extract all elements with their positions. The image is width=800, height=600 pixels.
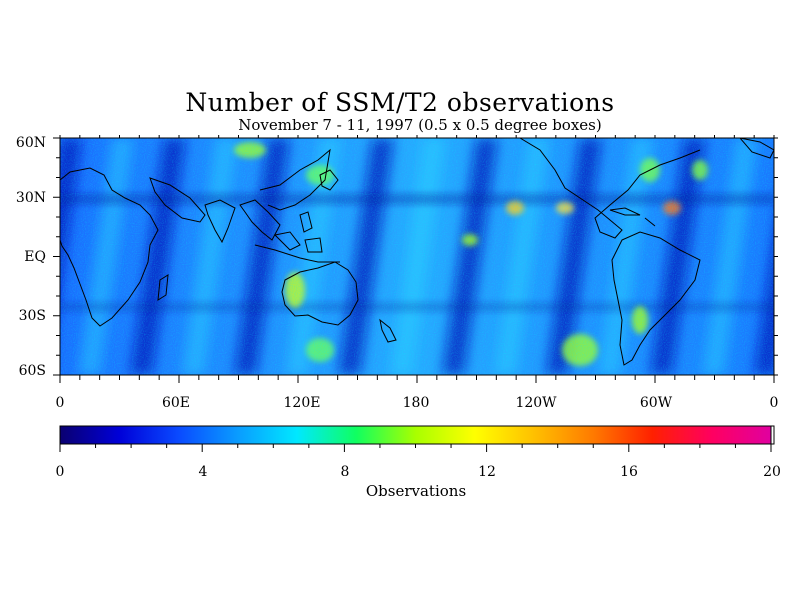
colorbar-title: Observations: [365, 482, 467, 500]
map-subtitle: November 7 - 11, 1997 (0.5 x 0.5 degree …: [238, 116, 602, 134]
lon-label-0-east: 0: [769, 395, 779, 411]
se-asia-coastline: [239, 199, 281, 241]
lon-label-0: 0: [55, 395, 65, 411]
colorbar-tick-0: 0: [55, 464, 65, 480]
antilles-coastline: [644, 217, 656, 227]
colorbar-frame: [59, 425, 775, 445]
lat-label-60n: 60N: [15, 135, 46, 151]
lat-label-30s: 30S: [18, 308, 46, 324]
observation-field: [0, 138, 774, 375]
north-america-coastline: [519, 138, 701, 239]
japan-coastline: [319, 169, 339, 191]
china-coastline: [259, 148, 331, 211]
australia-coastline: [281, 261, 359, 326]
speckle-noise: [60, 138, 774, 375]
colorbar: [60, 426, 771, 444]
south-america-coastline: [611, 231, 701, 366]
lat-label-60s: 60S: [18, 363, 46, 379]
axis-ticks: [53, 135, 778, 383]
map-title: Number of SSM/T2 observations: [185, 88, 615, 117]
bright-swath: [0, 138, 30, 375]
colorbar-tick-20: 20: [763, 464, 781, 480]
coastlines: [60, 138, 774, 366]
indonesia-coastline: [254, 231, 340, 263]
colorbar-tick-4: 4: [198, 464, 208, 480]
lon-label-120w: 120W: [515, 395, 557, 411]
new-zealand-coastline: [379, 318, 397, 343]
madagascar-coastline: [157, 274, 169, 301]
lon-label-180: 180: [402, 395, 430, 411]
arabia-coastline: [149, 177, 206, 223]
lon-label-120e: 120E: [283, 395, 321, 411]
lon-label-60e: 60E: [161, 395, 191, 411]
philippines-coastline: [299, 211, 313, 233]
lon-label-60w: 60W: [639, 395, 673, 411]
cuba-coastline: [609, 207, 641, 216]
greenland-coastline: [739, 138, 774, 159]
colorbar-tick-8: 8: [340, 464, 350, 480]
colorbar-ticks: [59, 444, 772, 452]
africa-coastline: [60, 167, 159, 327]
lat-label-eq: EQ: [24, 249, 46, 265]
colorbar-tick-16: 16: [620, 464, 638, 480]
colorbar-tick-12: 12: [478, 464, 496, 480]
lat-label-30n: 30N: [15, 190, 46, 206]
india-coastline: [204, 199, 236, 244]
